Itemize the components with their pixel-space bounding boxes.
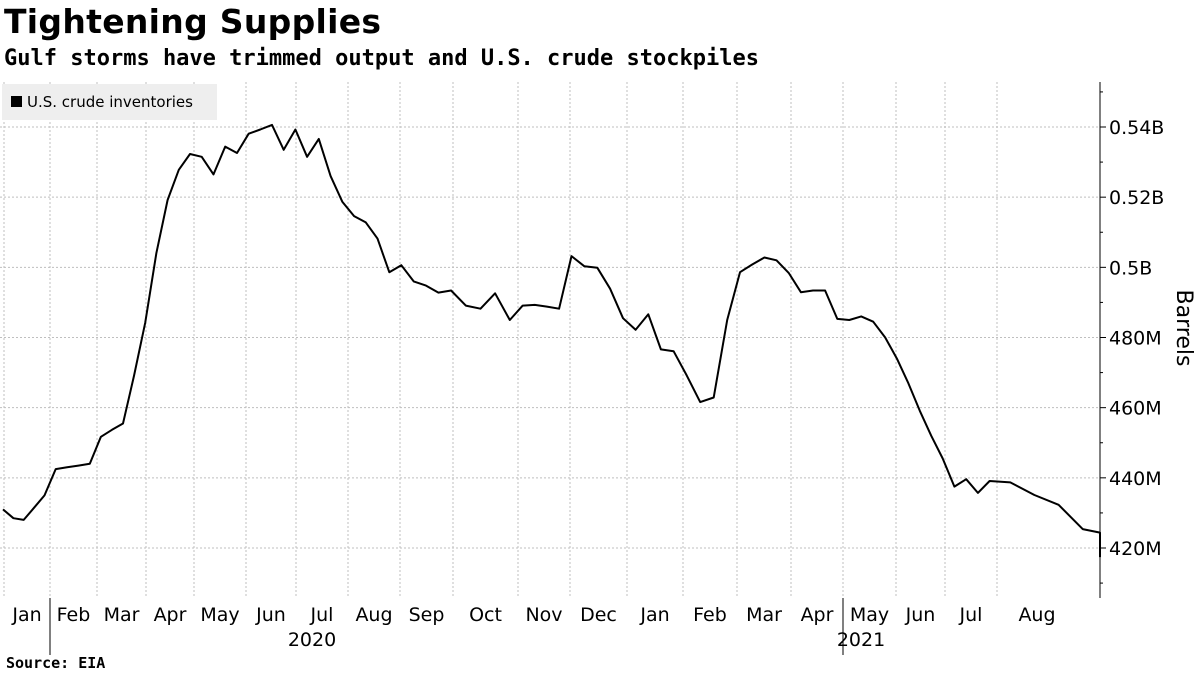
x-month-label: Jun: [905, 604, 936, 626]
legend-label: U.S. crude inventories: [27, 93, 193, 111]
x-year-label: 2020: [288, 629, 336, 651]
x-year-label: 2021: [837, 629, 885, 651]
y-tick-label: 480M: [1109, 328, 1162, 350]
x-month-label: Apr: [801, 604, 834, 626]
y-tick-label: 0.54B: [1109, 117, 1164, 139]
legend-box: [2, 84, 217, 120]
x-month-label: May: [200, 604, 239, 626]
y-tick-label: 440M: [1109, 468, 1162, 490]
x-month-label: Mar: [746, 604, 782, 626]
x-month-label: Apr: [154, 604, 187, 626]
y-tick-label: 420M: [1109, 538, 1162, 560]
x-month-label: Jun: [255, 604, 286, 626]
x-month-label: Oct: [469, 604, 502, 626]
x-month-label: Jul: [959, 604, 983, 626]
y-tick-label: 460M: [1109, 398, 1162, 420]
x-month-label: Sep: [409, 604, 445, 626]
x-month-label: Jul: [310, 604, 334, 626]
x-month-label: Feb: [57, 604, 91, 626]
x-month-label: Mar: [104, 604, 140, 626]
chart-title: Tightening Supplies: [4, 2, 382, 41]
x-month-label: Dec: [580, 604, 617, 626]
x-month-label: Jan: [639, 604, 669, 626]
y-axis-title: Barrels: [1171, 290, 1196, 367]
x-month-label: May: [850, 604, 889, 626]
x-month-label: Jan: [11, 604, 41, 626]
legend-swatch: [11, 96, 22, 107]
y-tick-label: 0.5B: [1109, 257, 1152, 279]
y-tick-label: 0.52B: [1109, 187, 1164, 209]
series-line-us-crude-inventories: [2, 123, 1101, 558]
chart-subtitle: Gulf storms have trimmed output and U.S.…: [4, 46, 759, 71]
x-month-label: Feb: [693, 604, 727, 626]
x-month-label: Nov: [525, 604, 562, 626]
source-note: Source: EIA: [6, 654, 106, 672]
x-month-label: Aug: [1018, 604, 1055, 626]
x-month-label: Aug: [355, 604, 392, 626]
